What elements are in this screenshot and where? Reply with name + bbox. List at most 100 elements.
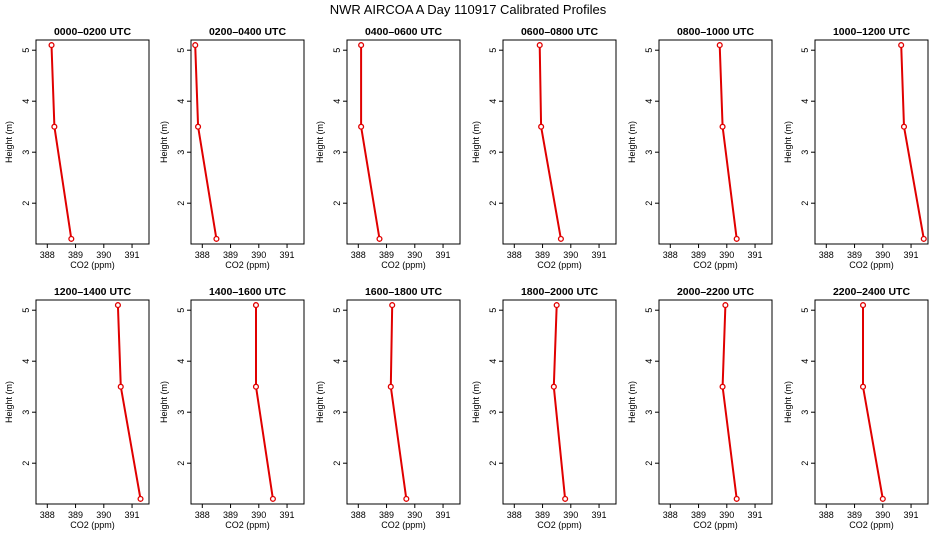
profile-panel: 0000–0200 UTC 388 389 390 391 2 3 4 5 CO2 (ppm) He…: [4, 26, 150, 270]
y-tick-label: 2: [332, 201, 342, 206]
plot-frame: [35, 39, 150, 245]
y-tick-label: 3: [800, 410, 810, 415]
figure-title: NWR AIRCOA A Day 110917 Calibrated Profi…: [330, 2, 607, 17]
panel-title: 0200–0400 UTC: [209, 26, 286, 38]
data-point: [376, 235, 383, 242]
y-tick-label: 5: [332, 48, 342, 53]
x-axis-label: CO2 (ppm): [381, 520, 426, 530]
plot-frame: [346, 299, 461, 505]
x-tick-label: 388: [40, 250, 55, 260]
plot-frame: [190, 39, 305, 245]
y-tick-label: 4: [800, 359, 810, 364]
y-tick-label: 3: [800, 150, 810, 155]
y-tick-label: 4: [21, 99, 31, 104]
data-point: [733, 495, 740, 502]
panel-title: 1000–1200 UTC: [833, 26, 910, 38]
panel-title: 2200–2400 UTC: [833, 286, 910, 298]
y-axis-label: Height (m): [471, 381, 481, 423]
panel-title: 1600–1800 UTC: [365, 286, 442, 298]
data-point: [403, 495, 410, 502]
x-axis-label: CO2 (ppm): [849, 520, 894, 530]
y-tick-label: 4: [644, 99, 654, 104]
x-tick-label: 390: [719, 250, 734, 260]
y-tick-label: 4: [332, 359, 342, 364]
data-point: [733, 235, 740, 242]
y-axis-label: Height (m): [159, 121, 169, 163]
y-tick-label: 5: [176, 308, 186, 313]
x-tick-label: 390: [407, 510, 422, 520]
y-tick-label: 5: [332, 308, 342, 313]
y-tick-label: 3: [488, 410, 498, 415]
x-tick-label: 388: [195, 510, 210, 520]
profile-panel: 2200–2400 UTC 388 389 390 391 2 3 4 5 CO2 (ppm) He…: [783, 286, 929, 530]
data-point: [562, 495, 569, 502]
x-tick-label: 390: [251, 510, 266, 520]
data-point: [192, 42, 199, 49]
y-tick-label: 5: [800, 48, 810, 53]
x-tick-label: 389: [691, 510, 706, 520]
y-tick-label: 3: [176, 150, 186, 155]
profile-panel: 1400–1600 UTC 388 389 390 391 2 3 4 5 CO2 (ppm) He…: [159, 286, 305, 530]
y-tick-label: 3: [332, 410, 342, 415]
y-axis-label: Height (m): [315, 121, 325, 163]
x-tick-label: 389: [847, 250, 862, 260]
y-axis-label: Height (m): [627, 121, 637, 163]
panel-title: 1800–2000 UTC: [521, 286, 598, 298]
panel-grid: 0000–0200 UTC 388 389 390 391 2 3 4 5 CO2 (ppm) He…: [4, 26, 929, 530]
data-point: [114, 302, 121, 309]
x-tick-label: 389: [223, 250, 238, 260]
y-tick-label: 4: [176, 359, 186, 364]
x-tick-label: 391: [592, 250, 607, 260]
y-axis-label: Height (m): [315, 381, 325, 423]
profile-line: [862, 305, 884, 500]
y-tick-label: 4: [176, 99, 186, 104]
x-axis-label: CO2 (ppm): [70, 260, 115, 270]
x-tick-label: 388: [507, 510, 522, 520]
profile-panel: 1800–2000 UTC 388 389 390 391 2 3 4 5 CO2 (ppm) He…: [471, 286, 617, 530]
plot-frame: [35, 299, 150, 505]
panel-title: 0800–1000 UTC: [677, 26, 754, 38]
x-tick-label: 391: [280, 250, 295, 260]
y-tick-label: 4: [488, 99, 498, 104]
y-axis-label: Height (m): [783, 121, 793, 163]
data-point: [387, 383, 394, 390]
data-point: [195, 123, 202, 130]
x-tick-label: 388: [663, 250, 678, 260]
x-axis-label: CO2 (ppm): [537, 260, 582, 270]
plot-frame: [502, 39, 617, 245]
panel-title: 1400–1600 UTC: [209, 286, 286, 298]
data-point: [859, 383, 867, 390]
x-axis-label: CO2 (ppm): [693, 260, 738, 270]
x-tick-label: 389: [535, 510, 550, 520]
y-axis-label: Height (m): [159, 381, 169, 423]
x-tick-label: 390: [563, 510, 578, 520]
x-tick-label: 391: [125, 510, 140, 520]
data-point: [536, 42, 543, 49]
y-axis-label: Height (m): [471, 121, 481, 163]
y-tick-label: 3: [488, 150, 498, 155]
x-tick-label: 389: [379, 250, 394, 260]
y-tick-label: 2: [21, 461, 31, 466]
x-tick-label: 390: [407, 250, 422, 260]
y-tick-label: 2: [332, 461, 342, 466]
x-tick-label: 391: [125, 250, 140, 260]
x-tick-label: 390: [719, 510, 734, 520]
data-point: [719, 123, 726, 130]
y-tick-label: 3: [176, 410, 186, 415]
x-tick-label: 388: [663, 510, 678, 520]
y-tick-label: 2: [488, 461, 498, 466]
profile-line: [389, 305, 408, 500]
x-axis-label: CO2 (ppm): [225, 260, 270, 270]
x-axis-label: CO2 (ppm): [537, 520, 582, 530]
y-axis-label: Height (m): [4, 381, 14, 423]
data-point: [213, 235, 220, 242]
x-tick-label: 388: [819, 250, 834, 260]
y-tick-label: 5: [21, 308, 31, 313]
data-point: [859, 302, 867, 309]
data-point: [719, 383, 726, 390]
y-axis-label: Height (m): [783, 381, 793, 423]
y-tick-label: 3: [644, 150, 654, 155]
x-tick-label: 391: [904, 250, 919, 260]
data-point: [358, 42, 365, 49]
